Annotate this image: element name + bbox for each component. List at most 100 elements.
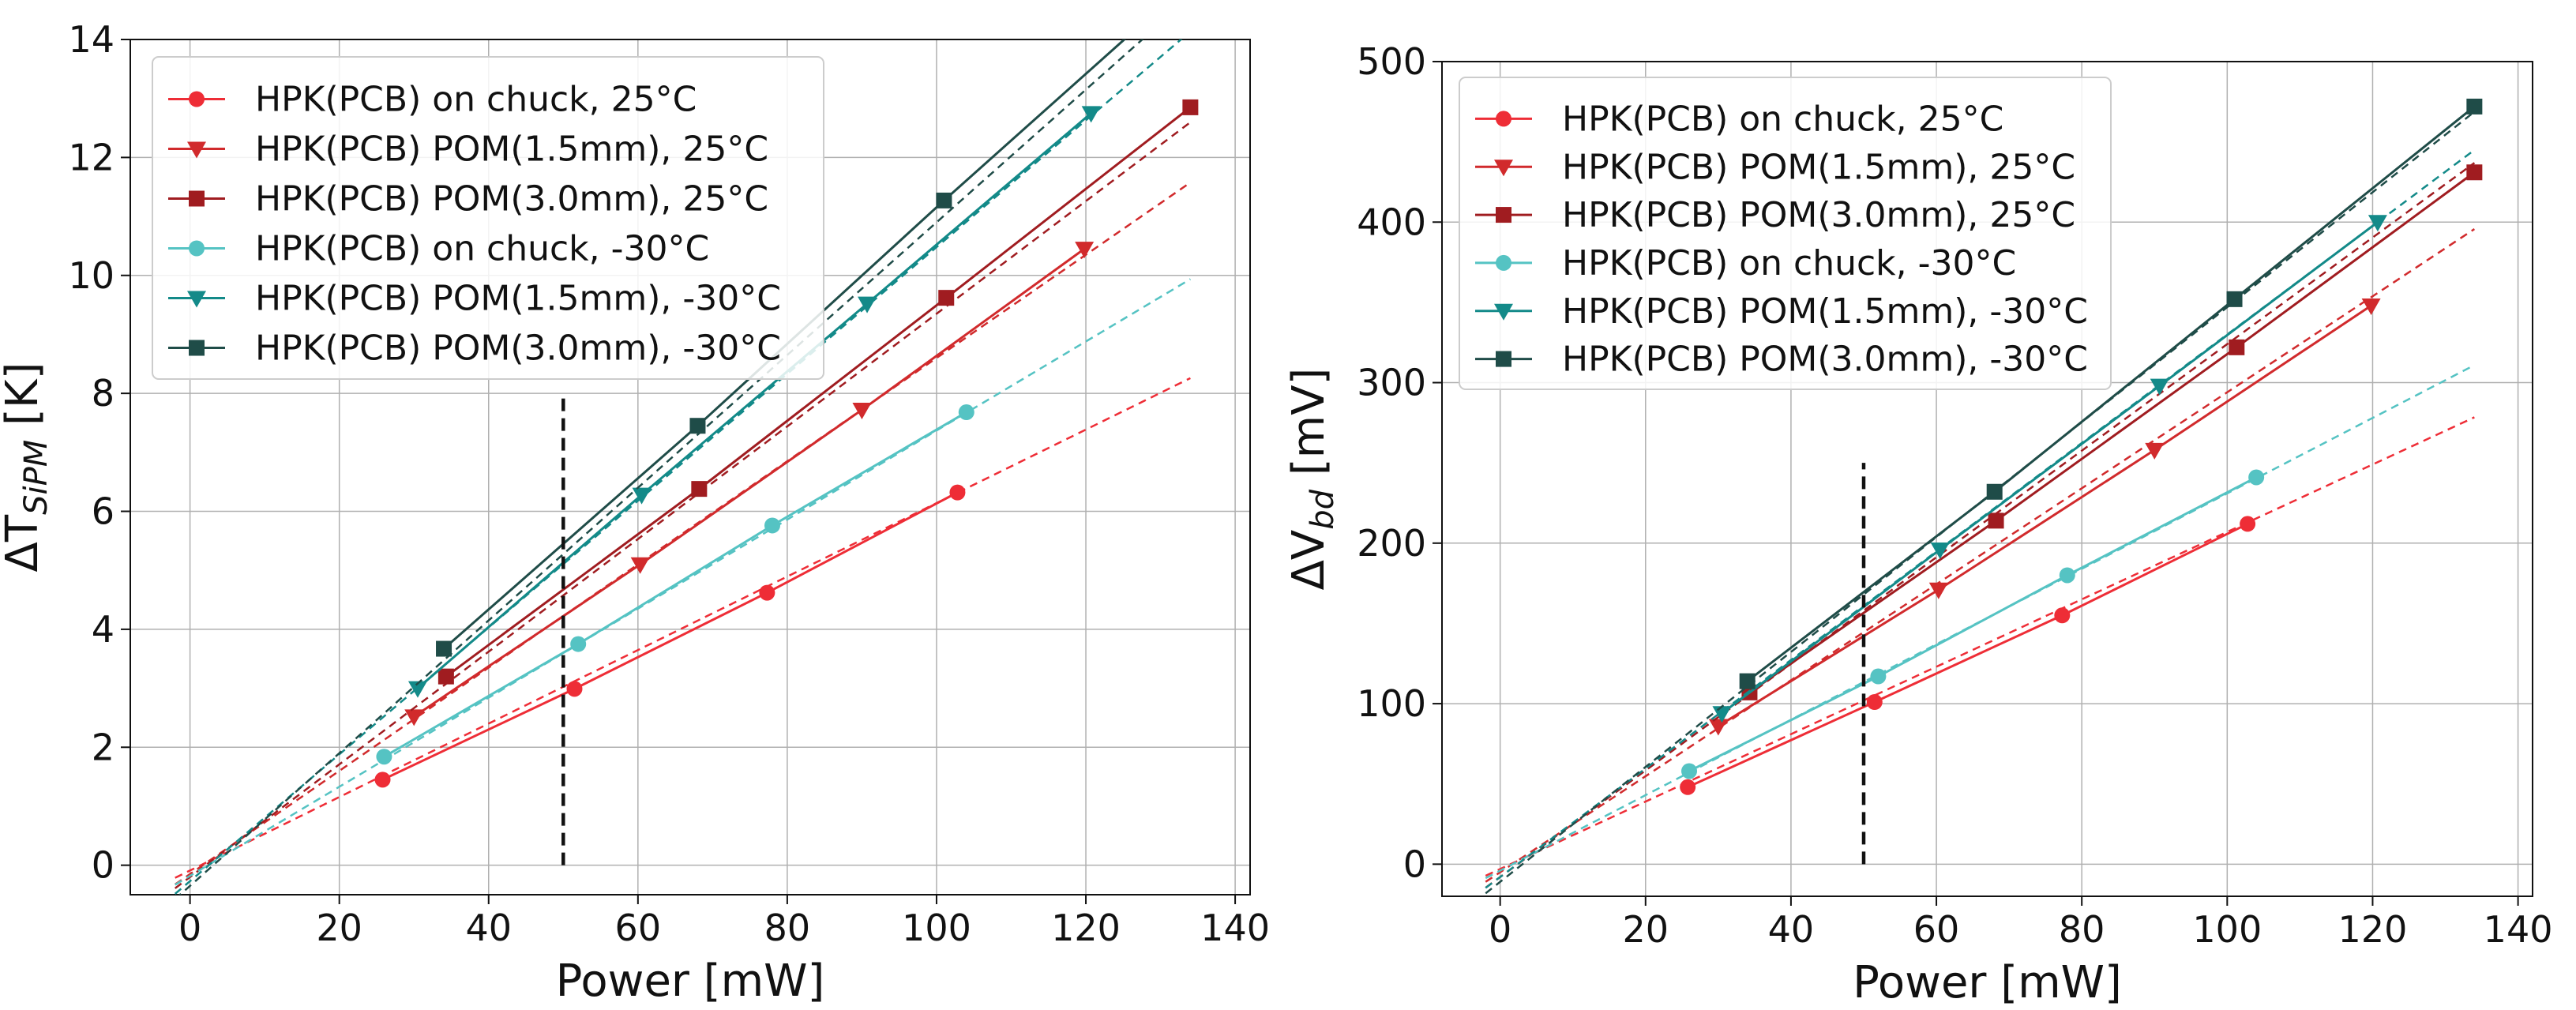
data-point <box>2248 469 2265 486</box>
legend-entry: HPK(PCB) on chuck, 25°C <box>1562 99 2003 139</box>
x-tick-label: 60 <box>1913 908 1960 951</box>
plot-frame <box>1441 61 2533 897</box>
x-tick-label: 120 <box>2338 908 2408 951</box>
series-line <box>381 491 959 781</box>
series <box>175 377 1191 879</box>
series-line <box>1746 105 2476 682</box>
legend-entry: HPK(PCB) POM(3.0mm), 25°C <box>1562 195 2075 235</box>
data-point <box>2145 442 2165 460</box>
series <box>1485 228 2476 883</box>
fit-line <box>175 278 1192 886</box>
data-point <box>404 709 424 727</box>
chart-delta-t-sipm: 0 20 40 60 80 100 120 140 0 2 4 6 8 10 12 14 Power [mW] Δ… <box>0 18 1270 1007</box>
data-point <box>1712 706 1732 723</box>
series <box>1485 364 2475 880</box>
data-point <box>1680 779 1696 795</box>
x-tick-label: 20 <box>1623 908 1669 951</box>
data-point <box>1928 582 1948 599</box>
legend-entry: HPK(PCB) POM(1.5mm), -30°C <box>1562 291 2088 332</box>
y-tick-label: 0 <box>92 844 115 887</box>
y-tick-label: 14 <box>68 18 115 61</box>
series <box>175 182 1192 885</box>
data-point <box>632 487 652 505</box>
data-point <box>1681 763 1698 779</box>
series <box>1485 416 2475 877</box>
series <box>1485 148 2476 889</box>
x-tick-label: 0 <box>1489 908 1511 951</box>
legend-marker <box>189 91 205 107</box>
legend-entry: HPK(PCB) POM(1.5mm), 25°C <box>1562 147 2075 187</box>
x-tick-label: 140 <box>1200 907 1270 949</box>
y-tick-label: 100 <box>1357 682 1426 725</box>
data-point <box>1081 106 1101 123</box>
data-point <box>1930 542 1950 559</box>
y-tick-label: 0 <box>1403 843 1426 885</box>
legend-box <box>152 56 824 380</box>
fit-line <box>1485 111 2476 895</box>
y-tick-label: 8 <box>92 372 115 415</box>
data-point <box>2229 339 2245 355</box>
y-tick-label: 4 <box>92 608 115 651</box>
x-tick-label: 140 <box>2484 908 2553 951</box>
fit-line <box>1485 228 2476 883</box>
plot-area <box>1485 98 2483 895</box>
data-point <box>764 517 780 534</box>
fit-line <box>175 182 1192 885</box>
x-tick-label: 20 <box>316 907 362 949</box>
legend-marker <box>1496 351 1511 367</box>
series-line <box>1688 476 2257 772</box>
y-tick-label: 10 <box>68 254 115 297</box>
legend-marker <box>189 240 205 257</box>
legend-entry: HPK(PCB) on chuck, 25°C <box>255 80 697 120</box>
legend-marker <box>187 291 206 308</box>
x-tick-label: 40 <box>1768 908 1815 951</box>
fit-line <box>175 377 1191 879</box>
fit-line <box>178 39 1144 895</box>
x-tick-label: 80 <box>2059 908 2105 951</box>
y-axis-label: ΔTSiPM [K] <box>0 362 54 573</box>
legend-marker <box>1496 111 1511 127</box>
data-point <box>2059 567 2075 584</box>
x-tick-label: 60 <box>615 907 662 949</box>
legend-entry: HPK(PCB) POM(1.5mm), 25°C <box>255 130 768 170</box>
data-point <box>2466 98 2483 115</box>
data-point <box>1075 242 1095 259</box>
y-tick-label: 400 <box>1357 201 1426 243</box>
data-point <box>2466 164 2483 181</box>
data-point <box>2150 378 2169 396</box>
series <box>1485 98 2483 895</box>
data-point <box>759 584 775 601</box>
fit-line <box>1485 162 2476 889</box>
data-point <box>689 418 706 434</box>
legend: HPK(PCB) on chuck, 25°C HPK(PCB) POM(1.5m… <box>152 56 824 380</box>
y-tick-label: 200 <box>1357 522 1426 565</box>
legend-entry: HPK(PCB) on chuck, -30°C <box>1562 243 2016 283</box>
fit-line <box>174 121 1192 889</box>
legend-marker <box>1494 303 1513 321</box>
data-point <box>1986 483 2003 500</box>
data-point <box>2054 607 2071 624</box>
data-point <box>570 636 587 652</box>
data-point <box>938 290 955 306</box>
series-line <box>416 112 1092 689</box>
data-point <box>691 481 708 497</box>
series-line <box>1687 523 2248 789</box>
data-point <box>1708 719 1728 736</box>
y-tick-label: 2 <box>92 726 115 768</box>
series <box>175 278 1192 886</box>
data-point <box>1739 673 1756 689</box>
x-tick-label: 100 <box>2192 908 2262 951</box>
series-line <box>413 247 1086 718</box>
legend-marker <box>189 340 205 356</box>
data-point <box>407 681 427 698</box>
x-tick-label: 80 <box>764 907 811 949</box>
legend-marker <box>187 141 206 159</box>
series-line <box>1721 221 2379 715</box>
x-axis-label: Power [mW] <box>1853 957 2122 1008</box>
data-point <box>2368 215 2387 232</box>
data-point <box>437 668 454 685</box>
data-point <box>2240 516 2256 532</box>
x-tick-label: 0 <box>178 907 201 949</box>
data-point <box>2226 291 2243 307</box>
